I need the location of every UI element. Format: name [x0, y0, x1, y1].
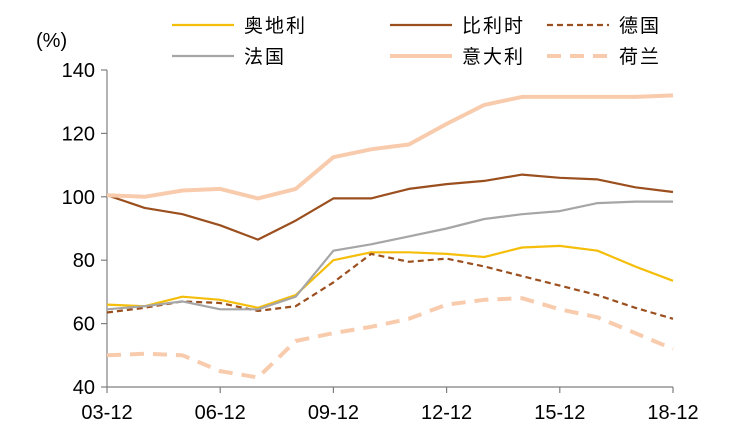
- legend-label: 意大利: [462, 46, 525, 68]
- series-line-3: [106, 252, 674, 320]
- legend-item: 法国: [172, 46, 286, 68]
- legend-item: 意大利: [390, 46, 525, 68]
- y-tick-label: 60: [73, 314, 95, 336]
- legend-item: 德国: [547, 15, 661, 37]
- y-tick-label: 80: [73, 250, 95, 272]
- legend-label: 奥地利: [244, 15, 307, 37]
- y-tick-label: 100: [62, 187, 95, 209]
- legend-label: 荷兰: [619, 46, 661, 68]
- x-tick-label: 15-12: [534, 402, 585, 424]
- legend-item: 荷兰: [547, 46, 661, 68]
- x-tick-label: 18-12: [647, 402, 698, 424]
- legend-item: 奥地利: [172, 15, 307, 37]
- x-tick-label: 06-12: [195, 402, 246, 424]
- axes: 40 60 80 100 120 140 03-12 06-12 09-12 12-12 15-12…: [62, 60, 699, 424]
- series-line-1: [106, 244, 674, 309]
- series-line-2: [106, 173, 674, 241]
- y-tick-label: 40: [73, 377, 95, 399]
- legend-label: 法国: [244, 46, 286, 68]
- y-tick-label: 120: [62, 123, 95, 145]
- x-tick-label: 03-12: [81, 402, 132, 424]
- series-line-6: [106, 296, 674, 380]
- series-line-4: [106, 200, 673, 311]
- y-unit-label: (%): [36, 30, 67, 52]
- series-layer: [106, 93, 674, 380]
- legend-label: 比利时: [462, 15, 525, 37]
- series-line-5: [106, 93, 674, 201]
- x-tick-label: 12-12: [421, 402, 472, 424]
- y-tick-label: 140: [62, 60, 95, 82]
- legend-label: 德国: [619, 15, 661, 37]
- legend-item: 比利时: [390, 15, 525, 37]
- x-tick-label: 09-12: [308, 402, 359, 424]
